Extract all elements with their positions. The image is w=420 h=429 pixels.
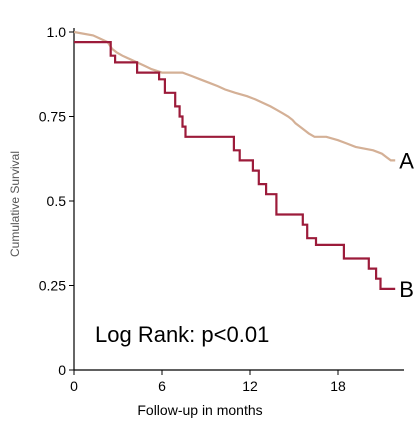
x-tick-label: 6 bbox=[158, 378, 166, 394]
labels-layer: Cumulative Survival Follow-up in months … bbox=[8, 148, 414, 418]
axes: 0 0.25 0.5 0.75 1.0 0 6 12 18 bbox=[39, 24, 404, 394]
series-layer bbox=[73, 30, 396, 290]
y-tick-label: 0.25 bbox=[39, 278, 66, 294]
x-axis-label: Follow-up in months bbox=[137, 402, 262, 418]
y-tick-label: 0 bbox=[58, 362, 66, 378]
x-tick-label: 0 bbox=[70, 378, 78, 394]
y-tick-label: 0.75 bbox=[39, 109, 66, 125]
series-label-b: B bbox=[399, 277, 414, 302]
series-label-a: A bbox=[399, 148, 414, 173]
series-line-b bbox=[74, 41, 396, 290]
x-tick-label: 12 bbox=[242, 378, 258, 394]
y-tick-label: 0.5 bbox=[47, 193, 67, 209]
log-rank-annotation: Log Rank: p<0.01 bbox=[95, 322, 269, 347]
y-tick-label: 1.0 bbox=[47, 24, 67, 40]
y-axis-label: Cumulative Survival bbox=[8, 151, 22, 257]
x-tick-label: 18 bbox=[330, 378, 346, 394]
series-line-a bbox=[73, 30, 396, 162]
